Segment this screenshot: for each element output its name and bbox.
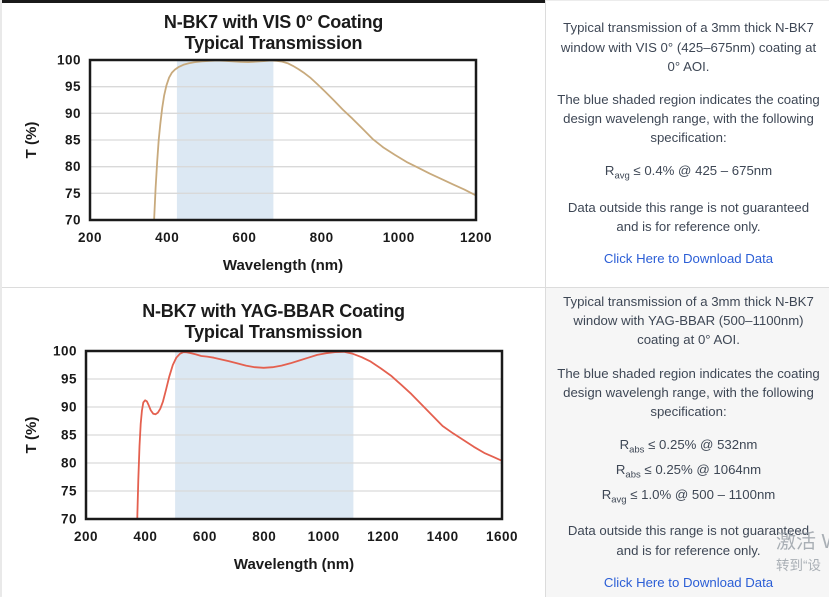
svg-text:85: 85: [61, 428, 77, 443]
svg-text:80: 80: [61, 456, 77, 471]
svg-text:90: 90: [61, 400, 77, 415]
vis-spec-line-1: Ravg ≤ 0.4% @ 425 – 675nm: [604, 163, 773, 182]
yag-transmission-chart: 200 400 600 800 1000 1200 1400 1600 70 75 80 85 90 95…: [23, 344, 518, 574]
svg-text:Wavelength (nm): Wavelength (nm): [223, 257, 343, 274]
yag-spec-line-1: Rabs ≤ 0.25% @ 532nm: [619, 437, 758, 456]
yag-download-data-link[interactable]: Click Here to Download Data: [603, 574, 774, 590]
vis-chart-title-line1: N-BK7 with VIS 0° Coating: [163, 12, 384, 32]
svg-text:1000: 1000: [383, 230, 415, 245]
svg-text:100: 100: [53, 344, 77, 359]
yag-desc-paragraph-2: The blue shaded region indicates the coa…: [557, 365, 820, 419]
yag-spec-list: Rabs ≤ 0.25% @ 532nm Rabs ≤ 0.25% @ 1064…: [602, 434, 776, 508]
svg-text:400: 400: [133, 529, 157, 544]
yag-desc-paragraph-1: Typical transmission of a 3mm thick N-BK…: [563, 294, 814, 348]
svg-text:95: 95: [65, 79, 81, 94]
vis-desc-paragraph-1: Typical transmission of a 3mm thick N-BK…: [560, 20, 817, 74]
yag-description-panel: Typical transmission of a 3mm thick N-BK…: [545, 288, 829, 597]
svg-text:85: 85: [65, 133, 81, 148]
vis-desc-paragraph-2: The blue shaded region indicates the coa…: [557, 91, 820, 146]
svg-text:800: 800: [310, 230, 334, 245]
svg-text:1200: 1200: [367, 529, 399, 544]
vis-download-data-link[interactable]: Click Here to Download Data: [603, 251, 774, 267]
svg-text:T (%): T (%): [23, 417, 40, 454]
svg-text:70: 70: [65, 213, 81, 228]
svg-text:600: 600: [232, 230, 256, 245]
svg-text:75: 75: [65, 186, 81, 201]
yag-chart-title-line2: Typical Transmission: [184, 322, 363, 342]
vis-description-content: Typical transmission of a 3mm thick N-BK…: [546, 1, 829, 287]
yag-chart-title: N-BK7 with YAG-BBAR Coating Typical Tran…: [2, 301, 545, 343]
svg-text:Wavelength (nm): Wavelength (nm): [234, 556, 354, 573]
svg-text:95: 95: [61, 372, 77, 387]
vis-chart-title-line2: Typical Transmission: [184, 33, 363, 53]
yag-spec-line-3: Ravg ≤ 1.0% @ 500 – 1100nm: [601, 486, 776, 506]
svg-text:75: 75: [61, 484, 77, 499]
svg-text:80: 80: [65, 159, 81, 174]
svg-text:90: 90: [65, 106, 81, 121]
yag-chart-title-line1: N-BK7 with YAG-BBAR Coating: [142, 301, 405, 321]
svg-text:1200: 1200: [460, 230, 492, 245]
svg-text:400: 400: [155, 230, 179, 245]
svg-text:800: 800: [252, 529, 276, 544]
yag-chart-panel: N-BK7 with YAG-BBAR Coating Typical Tran…: [2, 288, 545, 597]
svg-text:1000: 1000: [308, 529, 340, 544]
svg-text:200: 200: [78, 230, 102, 245]
svg-text:T (%): T (%): [23, 122, 40, 159]
svg-text:100: 100: [57, 54, 81, 68]
vis-chart-panel: N-BK7 with VIS 0° Coating Typical Transm…: [2, 0, 545, 288]
yag-description-content: Typical transmission of a 3mm thick N-BK…: [546, 288, 829, 597]
vis-description-panel: Typical transmission of a 3mm thick N-BK…: [545, 0, 829, 288]
vis-transmission-chart: 200 400 600 800 1000 1200 70 75 80 85 90 95 100 Wavel…: [23, 54, 492, 274]
svg-text:70: 70: [61, 512, 77, 527]
yag-spec-line-2: Rabs ≤ 0.25% @ 1064nm: [615, 461, 762, 481]
vis-chart-title: N-BK7 with VIS 0° Coating Typical Transm…: [2, 12, 545, 54]
svg-text:600: 600: [193, 529, 217, 544]
svg-text:1600: 1600: [486, 529, 518, 544]
yag-desc-paragraph-3: Data outside this range is not guarantee…: [567, 523, 810, 558]
svg-text:1400: 1400: [427, 529, 459, 544]
vis-spec-list: Ravg ≤ 0.4% @ 425 – 675nm: [605, 160, 772, 185]
svg-text:200: 200: [74, 529, 98, 544]
vis-desc-paragraph-3: Data outside this range is not guarantee…: [567, 200, 810, 235]
